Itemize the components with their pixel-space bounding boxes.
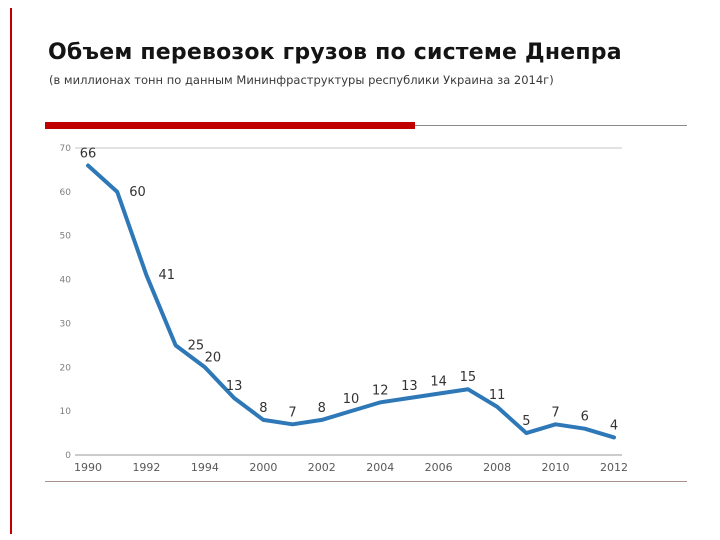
x-tick-label: 1994 bbox=[191, 461, 219, 474]
point-label: 60 bbox=[129, 185, 146, 200]
slide-subtitle: (в миллионах тонн по данным Мининфрастру… bbox=[49, 73, 554, 87]
y-tick-label: 70 bbox=[60, 144, 72, 154]
point-label: 12 bbox=[372, 383, 389, 398]
point-label: 7 bbox=[551, 405, 559, 420]
x-tick-label: 2010 bbox=[542, 461, 570, 474]
cargo-volume-line-chart: 0 10 20 30 40 50 60 70 1990 1992 1994 2000 2002 2004 2… bbox=[45, 140, 645, 475]
x-tick-label: 2012 bbox=[600, 461, 628, 474]
point-label: 13 bbox=[401, 379, 418, 394]
slide-title: Объем перевозок грузов по системе Днепра bbox=[48, 40, 622, 65]
y-tick-label: 30 bbox=[60, 319, 72, 329]
point-label: 10 bbox=[343, 392, 360, 407]
point-label: 15 bbox=[460, 370, 477, 385]
title-accent-bar bbox=[45, 122, 415, 129]
point-label: 4 bbox=[610, 418, 618, 433]
x-tick-label: 1992 bbox=[132, 461, 160, 474]
x-tick-label: 2006 bbox=[425, 461, 453, 474]
point-label: 8 bbox=[259, 401, 267, 416]
footer-rule-line bbox=[45, 481, 687, 482]
point-label: 20 bbox=[205, 350, 222, 365]
point-label: 7 bbox=[288, 405, 296, 420]
x-tick-label: 2002 bbox=[308, 461, 336, 474]
point-label: 13 bbox=[226, 379, 243, 394]
point-label: 14 bbox=[430, 375, 447, 390]
y-tick-label: 0 bbox=[65, 451, 71, 461]
y-tick-label: 20 bbox=[60, 363, 72, 373]
point-label: 66 bbox=[80, 147, 97, 162]
y-tick-label: 10 bbox=[60, 407, 72, 417]
x-tick-label: 1990 bbox=[74, 461, 102, 474]
point-label: 41 bbox=[158, 268, 175, 283]
chart-canvas: 0 10 20 30 40 50 60 70 1990 1992 1994 2000 2002 2004 2… bbox=[60, 144, 628, 474]
y-tick-label: 50 bbox=[60, 232, 72, 242]
x-tick-label: 2000 bbox=[249, 461, 277, 474]
point-label: 11 bbox=[489, 388, 506, 403]
data-line bbox=[86, 163, 616, 440]
point-label: 6 bbox=[581, 410, 589, 425]
point-label: 8 bbox=[318, 401, 326, 416]
point-label: 25 bbox=[188, 338, 205, 353]
x-tick-label: 2004 bbox=[366, 461, 394, 474]
point-label: 5 bbox=[522, 414, 530, 429]
left-accent-bar bbox=[10, 8, 12, 534]
y-tick-label: 40 bbox=[60, 276, 72, 286]
x-tick-label: 2008 bbox=[483, 461, 511, 474]
y-tick-label: 60 bbox=[60, 188, 72, 198]
title-rule-line bbox=[415, 125, 687, 126]
